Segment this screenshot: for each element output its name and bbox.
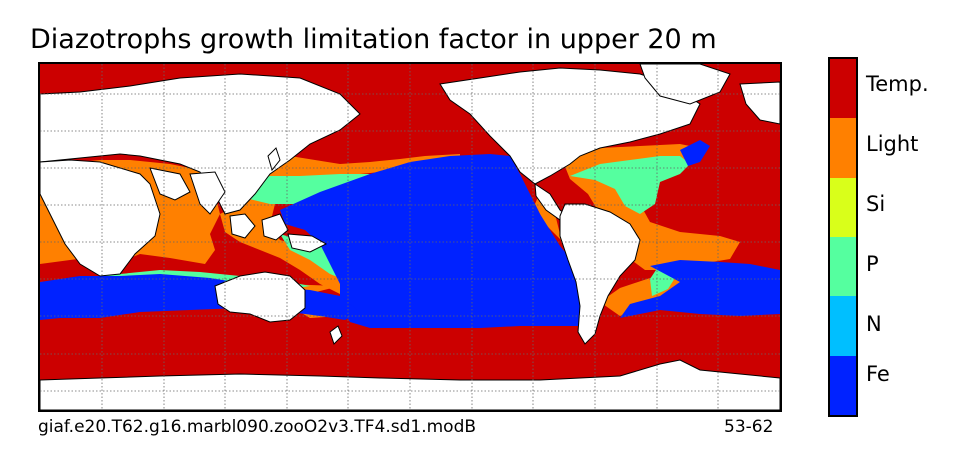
colorbar-segment xyxy=(830,177,856,237)
colorbar-segment xyxy=(830,118,856,178)
colorbar-segment xyxy=(830,296,856,356)
map-canvas xyxy=(40,64,780,410)
colorbar-label: Fe xyxy=(866,362,890,386)
graticule-lines xyxy=(40,64,780,410)
colorbar-segment xyxy=(830,355,856,415)
iron-limited-region xyxy=(40,140,780,328)
world-map xyxy=(38,62,782,412)
year-range-caption: 53-62 xyxy=(724,417,774,437)
colorbar-label: Si xyxy=(866,192,886,216)
colorbar-label: N xyxy=(866,312,882,336)
map-title: Diazotrophs growth limitation factor in … xyxy=(30,24,717,55)
colorbar xyxy=(828,57,858,417)
colorbar-label: Temp. xyxy=(866,72,929,96)
colorbar-label: P xyxy=(866,252,879,276)
colorbar-label: Light xyxy=(866,132,919,156)
colorbar-segment xyxy=(830,236,856,297)
run-name-caption: giaf.e20.T62.g16.marbl090.zooO2v3.TF4.sd… xyxy=(38,417,477,437)
colorbar-segment xyxy=(830,59,856,119)
